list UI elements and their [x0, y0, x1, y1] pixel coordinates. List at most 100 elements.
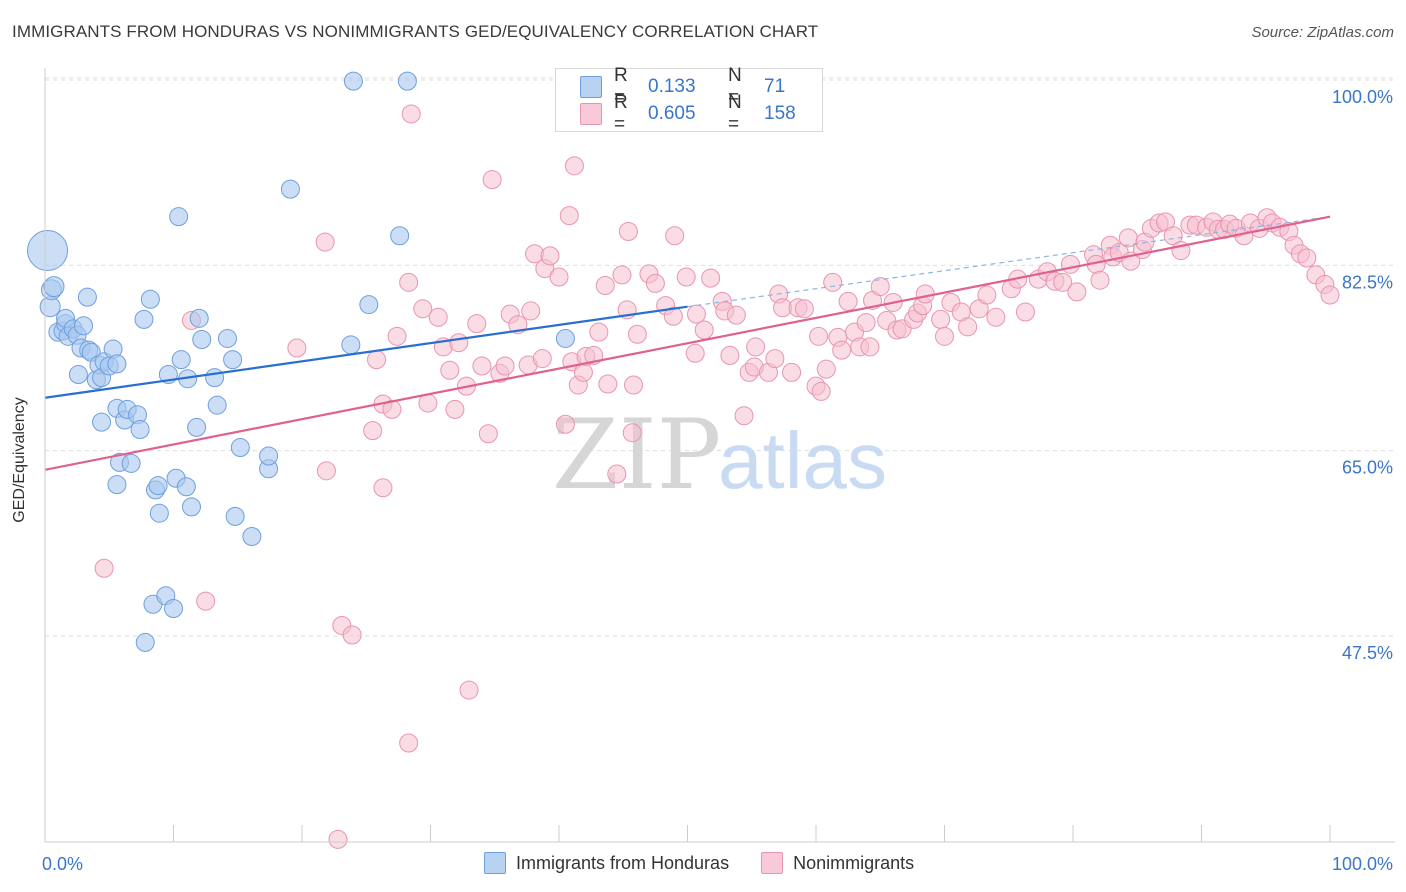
- point-honduras: [149, 503, 169, 523]
- point-honduras: [27, 230, 69, 272]
- point-nonimmigrants: [373, 478, 393, 498]
- point-honduras: [187, 417, 207, 437]
- point-honduras: [92, 412, 112, 432]
- point-nonimmigrants: [399, 272, 419, 292]
- point-nonimmigrants: [1320, 285, 1340, 305]
- y-axis-label: GED/Equivalency: [11, 397, 28, 523]
- series-nonimmigrants-points: [94, 104, 1340, 849]
- point-nonimmigrants: [816, 359, 836, 379]
- point-nonimmigrants: [478, 424, 498, 444]
- point-honduras: [280, 179, 300, 199]
- point-nonimmigrants: [589, 322, 609, 342]
- legend-item-nonimmigrants[interactable]: Nonimmigrants: [761, 852, 914, 874]
- series-legend: Immigrants from Honduras Nonimmigrants: [484, 852, 946, 874]
- legend-n-label: N =: [728, 65, 742, 108]
- series-honduras-points: [27, 71, 575, 652]
- point-honduras: [121, 453, 141, 473]
- point-nonimmigrants: [1060, 254, 1080, 274]
- point-honduras: [181, 497, 201, 517]
- legend-swatch-blue: [484, 852, 506, 874]
- point-nonimmigrants: [823, 272, 843, 292]
- point-nonimmigrants: [726, 305, 746, 325]
- point-honduras: [225, 506, 245, 526]
- point-honduras: [242, 527, 262, 547]
- point-nonimmigrants: [832, 340, 852, 360]
- point-honduras: [359, 295, 379, 315]
- point-honduras: [134, 309, 154, 329]
- x-tick-label: 100.0%: [1332, 854, 1393, 874]
- point-nonimmigrants: [811, 381, 831, 401]
- point-nonimmigrants: [856, 313, 876, 333]
- point-honduras: [397, 71, 417, 91]
- point-nonimmigrants: [564, 156, 584, 176]
- watermark-zip: ZIP: [552, 399, 721, 511]
- point-honduras: [189, 308, 209, 328]
- point-honduras: [555, 328, 575, 348]
- point-nonimmigrants: [445, 399, 465, 419]
- point-honduras: [68, 364, 88, 384]
- point-nonimmigrants: [665, 226, 685, 246]
- legend-n-value: 158: [764, 103, 796, 124]
- legend-label-nonimmigrants: Nonimmigrants: [793, 852, 915, 873]
- point-nonimmigrants: [809, 326, 829, 346]
- point-honduras: [217, 328, 237, 348]
- point-nonimmigrants: [977, 285, 997, 305]
- legend-r-label: R =: [614, 92, 628, 135]
- point-nonimmigrants: [482, 170, 502, 190]
- point-nonimmigrants: [413, 299, 433, 319]
- point-honduras: [230, 438, 250, 458]
- point-honduras: [259, 446, 279, 466]
- point-nonimmigrants: [958, 317, 978, 337]
- legend-n-value: 71: [764, 76, 786, 97]
- point-nonimmigrants: [782, 362, 802, 382]
- y-tick-label: 82.5%: [1342, 272, 1393, 292]
- point-honduras: [205, 368, 225, 388]
- legend-r-value: 0.605: [648, 103, 696, 124]
- point-nonimmigrants: [627, 324, 647, 344]
- y-tick-label: 65.0%: [1342, 458, 1393, 478]
- point-nonimmigrants: [387, 326, 407, 346]
- point-nonimmigrants: [645, 273, 665, 293]
- point-nonimmigrants: [746, 337, 766, 357]
- point-honduras: [223, 350, 243, 370]
- point-nonimmigrants: [495, 356, 515, 376]
- point-honduras: [107, 354, 127, 374]
- point-honduras: [130, 420, 150, 440]
- point-honduras: [135, 632, 155, 652]
- point-nonimmigrants: [549, 267, 569, 287]
- point-honduras: [148, 476, 168, 496]
- legend-item-honduras[interactable]: Immigrants from Honduras: [484, 852, 729, 874]
- point-nonimmigrants: [367, 350, 387, 370]
- point-honduras: [169, 207, 189, 227]
- point-honduras: [171, 350, 191, 370]
- point-nonimmigrants: [794, 299, 814, 319]
- point-nonimmigrants: [618, 221, 638, 241]
- point-honduras: [164, 599, 183, 619]
- point-nonimmigrants: [915, 284, 935, 304]
- legend-n-label: N =: [728, 92, 742, 135]
- y-tick-label: 100.0%: [1332, 87, 1393, 107]
- point-nonimmigrants: [328, 829, 348, 849]
- point-nonimmigrants: [428, 307, 448, 327]
- point-nonimmigrants: [694, 320, 714, 340]
- legend-swatch-blue: [580, 76, 602, 98]
- grid-layer: [45, 77, 1395, 637]
- point-nonimmigrants: [1015, 302, 1035, 322]
- point-nonimmigrants: [467, 314, 487, 334]
- point-nonimmigrants: [838, 291, 858, 311]
- point-nonimmigrants: [363, 421, 383, 441]
- legend-label-honduras: Immigrants from Honduras: [516, 852, 730, 873]
- point-nonimmigrants: [401, 104, 421, 124]
- watermark-atlas: atlas: [718, 416, 887, 505]
- point-honduras: [343, 71, 363, 91]
- point-nonimmigrants: [399, 733, 419, 753]
- point-honduras: [390, 226, 410, 246]
- point-honduras: [341, 335, 361, 355]
- point-nonimmigrants: [1090, 270, 1110, 290]
- point-nonimmigrants: [624, 375, 644, 395]
- legend-swatch-pink: [580, 103, 602, 125]
- point-nonimmigrants: [598, 374, 618, 394]
- trend-line-honduras: [44, 305, 688, 399]
- point-nonimmigrants: [196, 591, 216, 611]
- point-nonimmigrants: [607, 464, 627, 484]
